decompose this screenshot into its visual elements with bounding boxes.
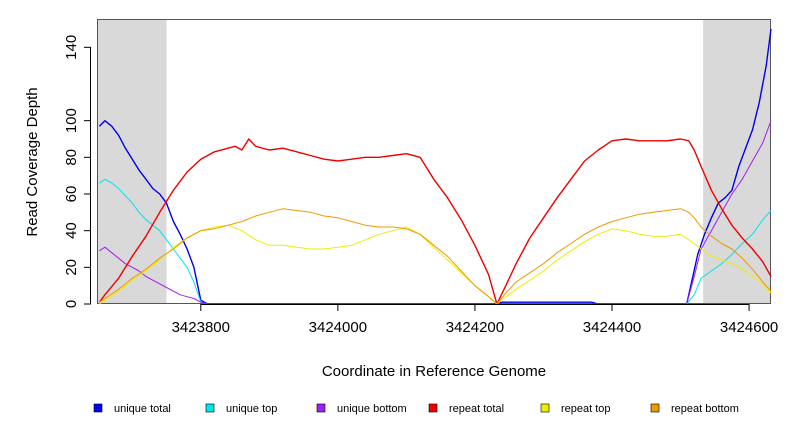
legend-swatch (93, 403, 103, 413)
legend-label: repeat total (449, 403, 504, 415)
x-tick-label: 3423800 (172, 319, 230, 336)
y-tick-label: 40 (63, 222, 80, 239)
legend-item: unique total (93, 403, 171, 415)
y-tick-label: 80 (63, 149, 80, 166)
x-tick-label: 3424400 (583, 319, 641, 336)
series-line-unique-total (98, 28, 772, 305)
legend-item: unique bottom (316, 403, 407, 415)
y-tick-label: 0 (63, 300, 80, 308)
x-axis-title: Coordinate in Reference Genome (322, 363, 546, 380)
axes: 3423800 3424000 3424200 3424400 3424600 0 20 40… (63, 35, 778, 336)
y-axis-title: Read Coverage Depth (24, 87, 41, 236)
legend-label: unique total (114, 403, 171, 415)
legend-label: repeat top (561, 403, 611, 415)
x-tick-label: 3424200 (446, 319, 504, 336)
legend-swatch (540, 403, 550, 413)
y-tick-label: 100 (63, 108, 80, 133)
series-line-repeat-bottom (99, 208, 772, 305)
series-lines (98, 28, 772, 305)
series-line-repeat-top (99, 224, 772, 305)
series-line-unique-top (99, 178, 772, 305)
legend-swatch (650, 403, 660, 413)
legend: unique total unique top unique bottom repea… (93, 403, 739, 415)
legend-swatch (428, 403, 438, 413)
legend-swatch (316, 403, 326, 413)
series-line-repeat-total (98, 138, 772, 305)
shaded-region (703, 20, 771, 304)
y-tick-label: 20 (63, 259, 80, 276)
series-line-unique-bottom (99, 120, 772, 305)
legend-label: unique top (226, 403, 277, 415)
legend-swatch (205, 403, 215, 413)
x-tick-label: 3424000 (309, 319, 367, 336)
legend-item: repeat bottom (650, 403, 739, 415)
legend-item: repeat total (428, 403, 504, 415)
y-tick-label: 60 (63, 186, 80, 203)
legend-item: unique top (205, 403, 277, 415)
legend-item: repeat top (540, 403, 611, 415)
x-tick-label: 3424600 (720, 319, 778, 336)
shaded-regions (98, 20, 771, 304)
y-tick-label: 140 (63, 35, 80, 60)
legend-label: repeat bottom (671, 403, 739, 415)
legend-label: unique bottom (337, 403, 407, 415)
